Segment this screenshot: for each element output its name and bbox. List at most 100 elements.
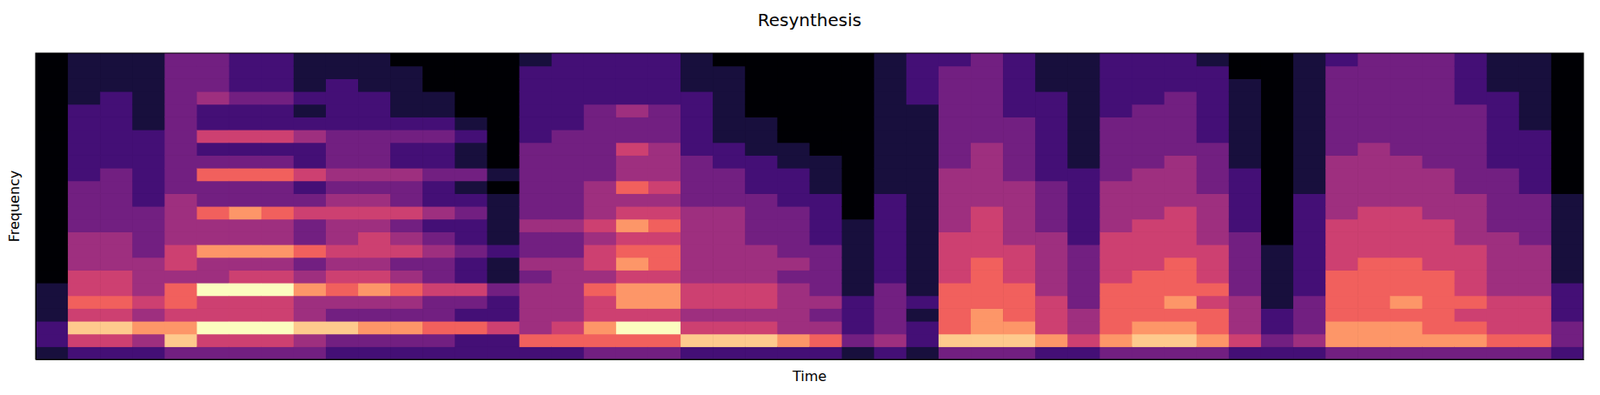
heatmap-cell — [874, 244, 908, 258]
heatmap-cell — [67, 66, 101, 80]
heatmap-cell — [519, 295, 553, 309]
heatmap-cell — [1099, 116, 1133, 130]
heatmap-cell — [1487, 295, 1521, 309]
heatmap-cell — [293, 104, 327, 118]
heatmap-cell — [132, 66, 166, 80]
heatmap-cell — [390, 257, 424, 271]
heatmap-cell — [680, 205, 714, 220]
heatmap-cell — [99, 129, 133, 143]
heatmap-cell — [454, 142, 488, 156]
heatmap-cell — [454, 295, 488, 309]
heatmap-cell — [132, 167, 166, 181]
heatmap-cell — [1487, 307, 1521, 321]
heatmap-cell — [584, 167, 618, 181]
heatmap-cell — [390, 129, 424, 143]
heatmap-cell — [1519, 116, 1553, 130]
heatmap-cell — [1487, 244, 1521, 258]
heatmap-cell — [67, 142, 101, 156]
heatmap-cell — [1519, 167, 1553, 181]
heatmap-cell — [519, 320, 553, 334]
heatmap-cell — [1164, 282, 1198, 296]
heatmap-cell — [1164, 167, 1198, 181]
heatmap-cell — [1487, 53, 1521, 67]
heatmap-cell — [422, 219, 456, 233]
heatmap-cell — [1389, 142, 1423, 156]
heatmap-cell — [1132, 116, 1166, 130]
heatmap-cell — [680, 345, 714, 359]
heatmap-cell — [842, 104, 876, 118]
heatmap-cell — [712, 219, 746, 233]
heatmap-cell — [1519, 154, 1553, 168]
heatmap-cell — [1325, 269, 1359, 283]
heatmap-cell — [132, 192, 166, 206]
heatmap-cell — [1228, 129, 1262, 143]
heatmap-cell — [616, 307, 650, 321]
heatmap-cell — [906, 154, 940, 168]
heatmap-cell — [519, 257, 553, 271]
heatmap-cell — [584, 257, 618, 271]
heatmap-cell — [229, 78, 263, 92]
heatmap-cell — [1228, 219, 1262, 233]
heatmap-cell — [1228, 66, 1262, 80]
heatmap-cell — [519, 180, 553, 194]
heatmap-cell — [99, 142, 133, 156]
heatmap-cell — [744, 333, 778, 347]
heatmap-cell — [874, 104, 908, 118]
heatmap-cell — [648, 231, 682, 245]
heatmap-cell — [776, 180, 810, 194]
heatmap-cell — [1099, 219, 1133, 233]
heatmap-cell — [1325, 142, 1359, 156]
heatmap-cell — [551, 320, 585, 334]
heatmap-cell — [1357, 154, 1391, 168]
heatmap-cell — [390, 167, 424, 181]
heatmap-cell — [1067, 129, 1101, 143]
heatmap-cell — [744, 205, 778, 220]
heatmap-cell — [1002, 91, 1036, 105]
heatmap-cell — [1487, 269, 1521, 283]
heatmap-cell — [1357, 307, 1391, 321]
heatmap-cell — [1035, 219, 1069, 233]
heatmap-cell — [1389, 219, 1423, 233]
heatmap-cell — [293, 116, 327, 130]
heatmap-cell — [197, 154, 231, 168]
heatmap-cell — [454, 192, 488, 206]
heatmap-cell — [680, 219, 714, 233]
heatmap-cell — [1454, 345, 1488, 359]
heatmap-cell — [293, 53, 327, 67]
heatmap-cell — [809, 104, 844, 118]
heatmap-cell — [390, 295, 424, 309]
heatmap-cell — [1357, 244, 1391, 258]
heatmap-cell — [970, 78, 1004, 92]
heatmap-cell — [1196, 295, 1230, 309]
heatmap-cell — [1389, 333, 1423, 347]
heatmap-cell — [1164, 192, 1198, 206]
heatmap-cell — [1035, 167, 1069, 181]
heatmap-cell — [776, 129, 810, 143]
heatmap-cell — [1293, 53, 1327, 67]
heatmap-cell — [1325, 91, 1359, 105]
heatmap-cell — [1519, 66, 1553, 80]
heatmap-cell — [197, 78, 231, 92]
heatmap-cell — [1228, 320, 1262, 334]
heatmap-cell — [1551, 167, 1584, 181]
heatmap-cell — [744, 53, 778, 67]
heatmap-cell — [1454, 154, 1488, 168]
heatmap-cell — [1067, 295, 1101, 309]
heatmap-cell — [1454, 66, 1488, 80]
heatmap-cell — [1228, 295, 1262, 309]
heatmap-cell — [1132, 345, 1166, 359]
heatmap-cell — [1035, 320, 1069, 334]
heatmap-cell — [1389, 192, 1423, 206]
heatmap-cell — [1035, 154, 1069, 168]
heatmap-cell — [648, 104, 682, 118]
heatmap-cell — [1164, 219, 1198, 233]
heatmap-cell — [1228, 192, 1262, 206]
heatmap-cell — [1421, 91, 1455, 105]
heatmap-cell — [712, 142, 746, 156]
heatmap-cell — [1002, 307, 1036, 321]
heatmap-cell — [616, 91, 650, 105]
heatmap-cell — [35, 257, 69, 271]
heatmap-cell — [390, 307, 424, 321]
heatmap-cell — [1002, 154, 1036, 168]
heatmap-cell — [132, 307, 166, 321]
